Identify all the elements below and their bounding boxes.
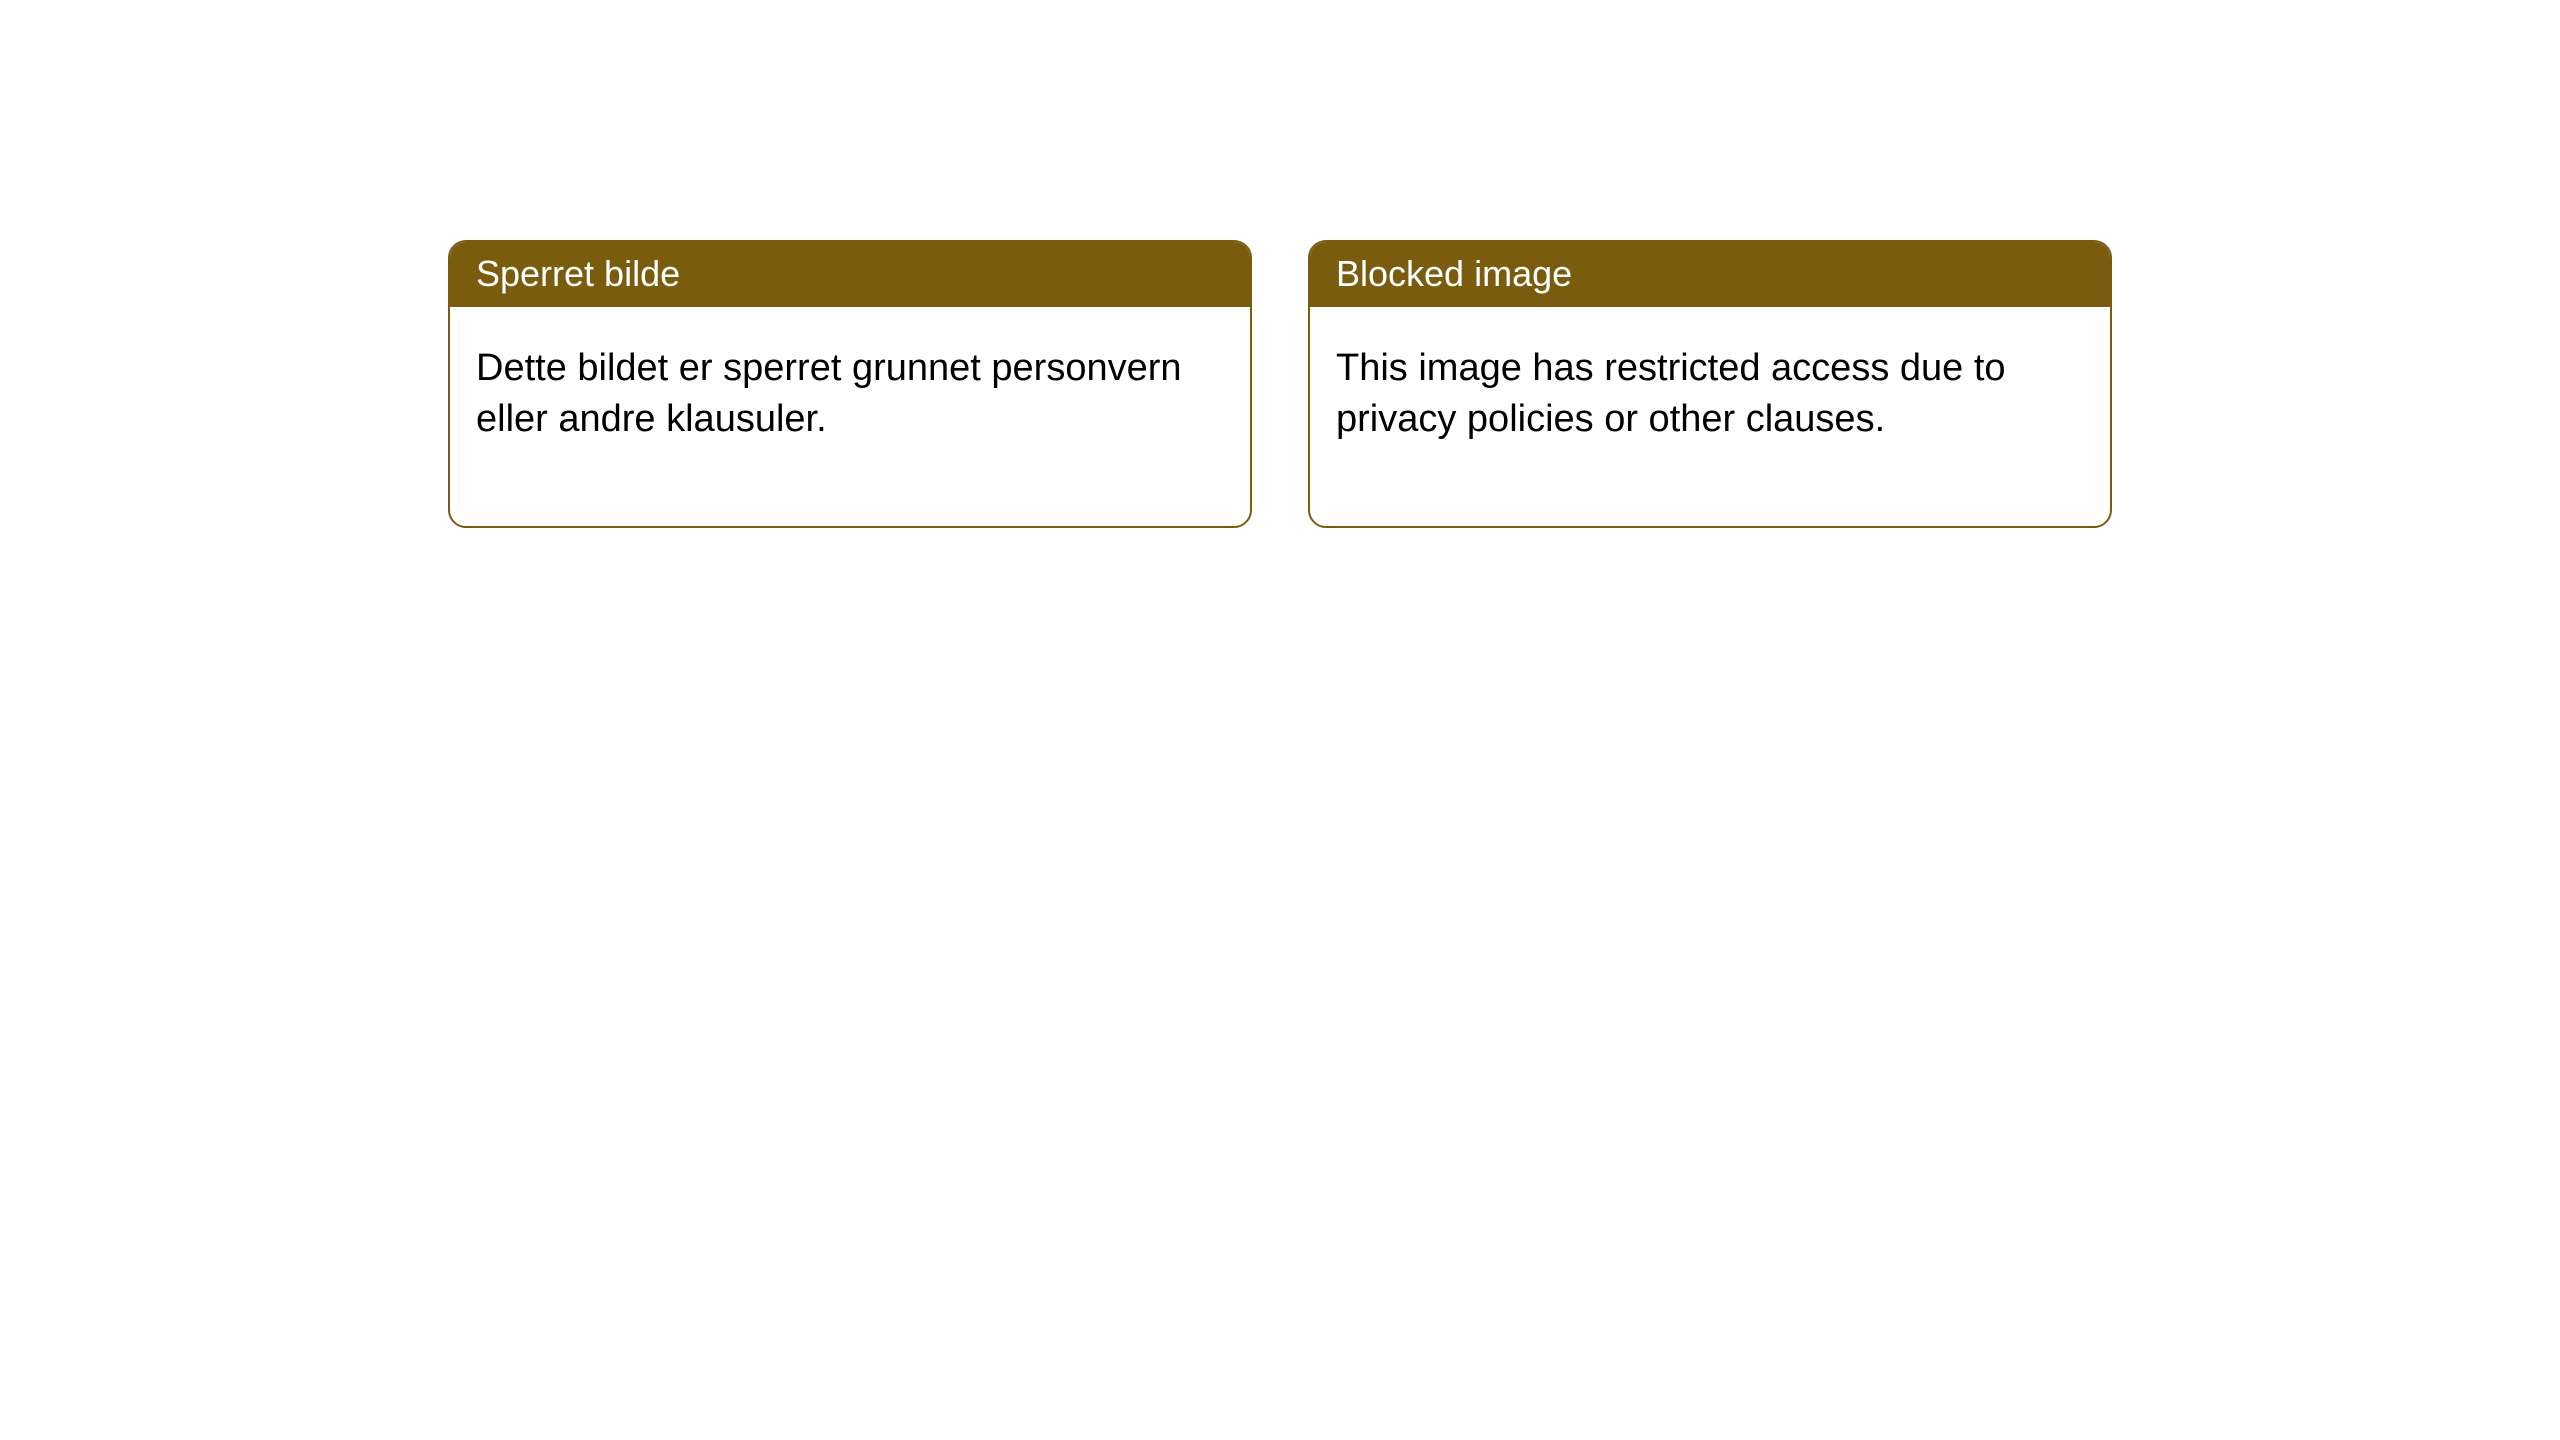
notice-body-norwegian: Dette bildet er sperret grunnet personve…	[450, 307, 1250, 526]
notice-container: Sperret bilde Dette bildet er sperret gr…	[0, 0, 2560, 528]
notice-title-english: Blocked image	[1310, 242, 2110, 307]
notice-card-norwegian: Sperret bilde Dette bildet er sperret gr…	[448, 240, 1252, 528]
notice-body-english: This image has restricted access due to …	[1310, 307, 2110, 526]
notice-title-norwegian: Sperret bilde	[450, 242, 1250, 307]
notice-card-english: Blocked image This image has restricted …	[1308, 240, 2112, 528]
